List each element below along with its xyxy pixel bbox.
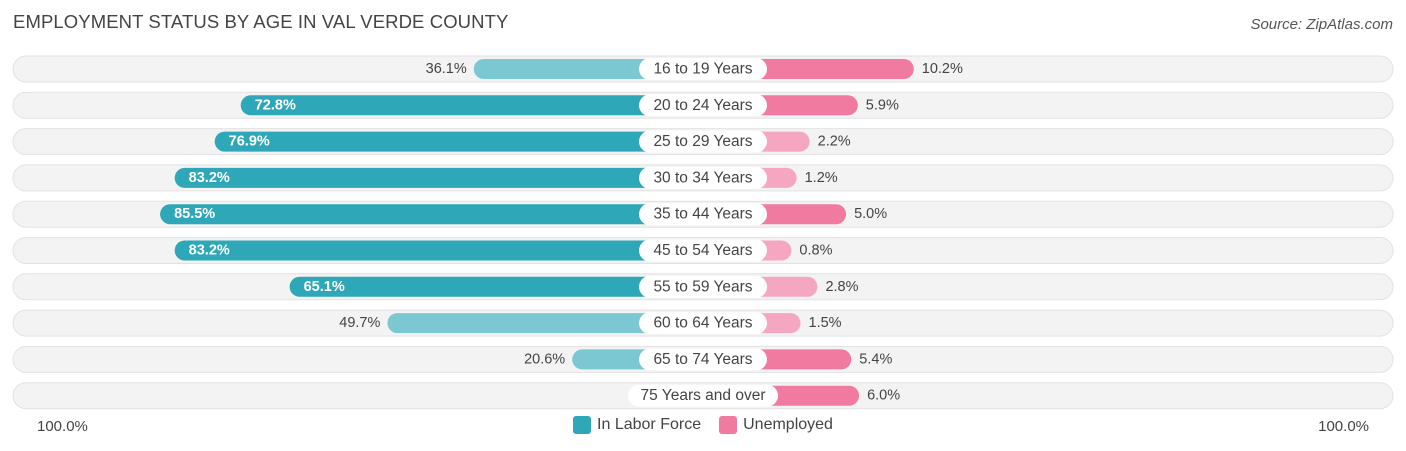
labor-force-value-label: 76.9% xyxy=(229,134,270,150)
legend-item-unemployed[interactable]: Unemployed xyxy=(719,416,833,434)
legend-item-labor-force[interactable]: In Labor Force xyxy=(573,416,701,434)
category-label: 45 to 54 Years xyxy=(653,242,752,259)
category-label-pill xyxy=(628,384,778,407)
labor-force-bar[interactable] xyxy=(240,95,703,116)
category-label: 55 to 59 Years xyxy=(653,278,752,295)
category-label-pill xyxy=(639,312,767,335)
unemployed-value-label: 1.5% xyxy=(809,315,842,331)
axis-right-label: 100.0% xyxy=(1318,418,1369,435)
unemployed-value-label: 6.0% xyxy=(867,388,900,404)
unemployed-value-label: 1.2% xyxy=(805,170,838,186)
category-label: 60 to 64 Years xyxy=(653,315,752,332)
category-label-pill xyxy=(639,130,767,153)
unemployed-value-label: 0.8% xyxy=(799,243,832,259)
labor-force-value-label: 83.2% xyxy=(189,243,230,259)
unemployed-value-label: 2.8% xyxy=(825,279,858,295)
unemployed-value-label: 5.4% xyxy=(859,351,892,367)
legend-swatch-labor-force xyxy=(573,416,592,434)
labor-force-bar[interactable] xyxy=(387,313,703,334)
category-label: 75 Years and over xyxy=(641,387,766,404)
labor-force-bar[interactable] xyxy=(289,276,703,297)
unemployed-value-label: 10.2% xyxy=(922,61,963,77)
legend: In Labor Force Unemployed xyxy=(0,416,1406,434)
category-label-pill xyxy=(639,94,767,117)
unemployed-value-label: 2.2% xyxy=(818,134,851,150)
category-label-pill xyxy=(639,275,767,298)
category-label-pill xyxy=(639,58,767,80)
category-label: 25 to 29 Years xyxy=(653,133,752,150)
chart-title: EMPLOYMENT STATUS BY AGE IN VAL VERDE CO… xyxy=(13,11,509,32)
labor-force-value-label: 49.7% xyxy=(339,315,380,331)
category-label: 30 to 34 Years xyxy=(653,169,752,186)
labor-force-bar[interactable] xyxy=(174,167,703,188)
category-label-pill xyxy=(639,239,767,262)
source-label: Source: ZipAtlas.com xyxy=(1250,16,1393,33)
labor-force-value-label: 20.6% xyxy=(524,351,565,367)
category-label: 65 to 74 Years xyxy=(653,351,752,368)
labor-force-value-label: 36.1% xyxy=(426,61,467,77)
category-label: 20 to 24 Years xyxy=(653,97,752,114)
chart-area: 36.1% 10.2% 16 to 19 Years 72.8% 5.9% 20 to 2… xyxy=(12,55,1394,410)
axis-left-label: 100.0% xyxy=(37,418,88,435)
labor-force-value-label: 83.2% xyxy=(189,170,230,186)
labor-force-value-label: 72.8% xyxy=(255,97,296,113)
category-label-pill xyxy=(639,166,767,189)
unemployed-value-label: 5.9% xyxy=(866,97,899,113)
unemployed-value-label: 5.0% xyxy=(854,206,887,222)
labor-force-value-label: 65.1% xyxy=(304,279,345,295)
labor-force-value-label: 85.5% xyxy=(174,206,215,222)
labor-force-bar[interactable] xyxy=(214,131,703,152)
legend-label-unemployed: Unemployed xyxy=(743,416,833,433)
category-label: 16 to 19 Years xyxy=(653,61,752,78)
legend-label-labor-force: In Labor Force xyxy=(597,416,702,433)
category-label-pill xyxy=(639,348,767,371)
labor-force-bar[interactable] xyxy=(160,204,703,225)
legend-swatch-unemployed xyxy=(719,416,738,434)
category-label-pill xyxy=(639,203,767,226)
category-label: 35 to 44 Years xyxy=(653,206,752,223)
labor-force-bar[interactable] xyxy=(174,240,703,261)
